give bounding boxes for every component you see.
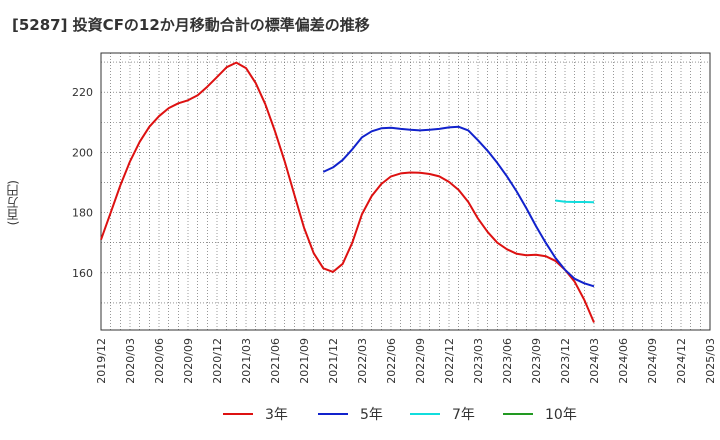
x-tick-label: 2021/06 [269, 338, 282, 384]
series-line-3年 [100, 61, 595, 323]
legend-label: 7年 [452, 407, 475, 423]
x-tick-label: 2024/03 [588, 338, 601, 384]
y-tick-label: 160 [72, 267, 93, 280]
y-tick-label: 220 [72, 86, 93, 99]
x-tick-label: 2023/09 [530, 338, 543, 384]
y-tick-label: 180 [72, 207, 93, 220]
plot-frame [100, 52, 711, 331]
chart-title: [5287] 投資CFの12か月移動合計の標準偏差の推移 [12, 16, 370, 34]
legend-label: 5年 [360, 407, 383, 423]
x-tick-label: 2023/06 [501, 338, 514, 384]
plot-area [101, 53, 710, 330]
x-tick-label: 2021/03 [240, 338, 253, 384]
x-tick-label: 2020/12 [211, 338, 224, 384]
x-tick-label: 2024/12 [675, 338, 688, 384]
x-tick-label: 2025/03 [704, 338, 717, 384]
x-tick-label: 2019/12 [95, 338, 108, 384]
y-tick-label: 200 [72, 146, 93, 159]
legend-label: 10年 [545, 407, 577, 423]
x-tick-label: 2021/09 [298, 338, 311, 384]
x-tick-label: 2021/12 [327, 338, 340, 384]
x-tick-label: 2020/03 [124, 338, 137, 384]
x-tick-label: 2024/06 [617, 338, 630, 384]
x-tick-label: 2020/06 [153, 338, 166, 384]
x-tick-label: 2022/12 [443, 338, 456, 384]
series-line-5年 [322, 125, 595, 288]
legend-label: 3年 [265, 407, 288, 423]
x-tick-label: 2022/06 [385, 338, 398, 384]
series-line-7年 [555, 199, 595, 204]
x-tick-label: 2022/09 [414, 338, 427, 384]
x-tick-label: 2023/03 [472, 338, 485, 384]
x-tick-label: 2020/09 [182, 338, 195, 384]
x-tick-label: 2023/12 [559, 338, 572, 384]
x-tick-label: 2024/09 [646, 338, 659, 384]
x-tick-label: 2022/03 [356, 338, 369, 384]
